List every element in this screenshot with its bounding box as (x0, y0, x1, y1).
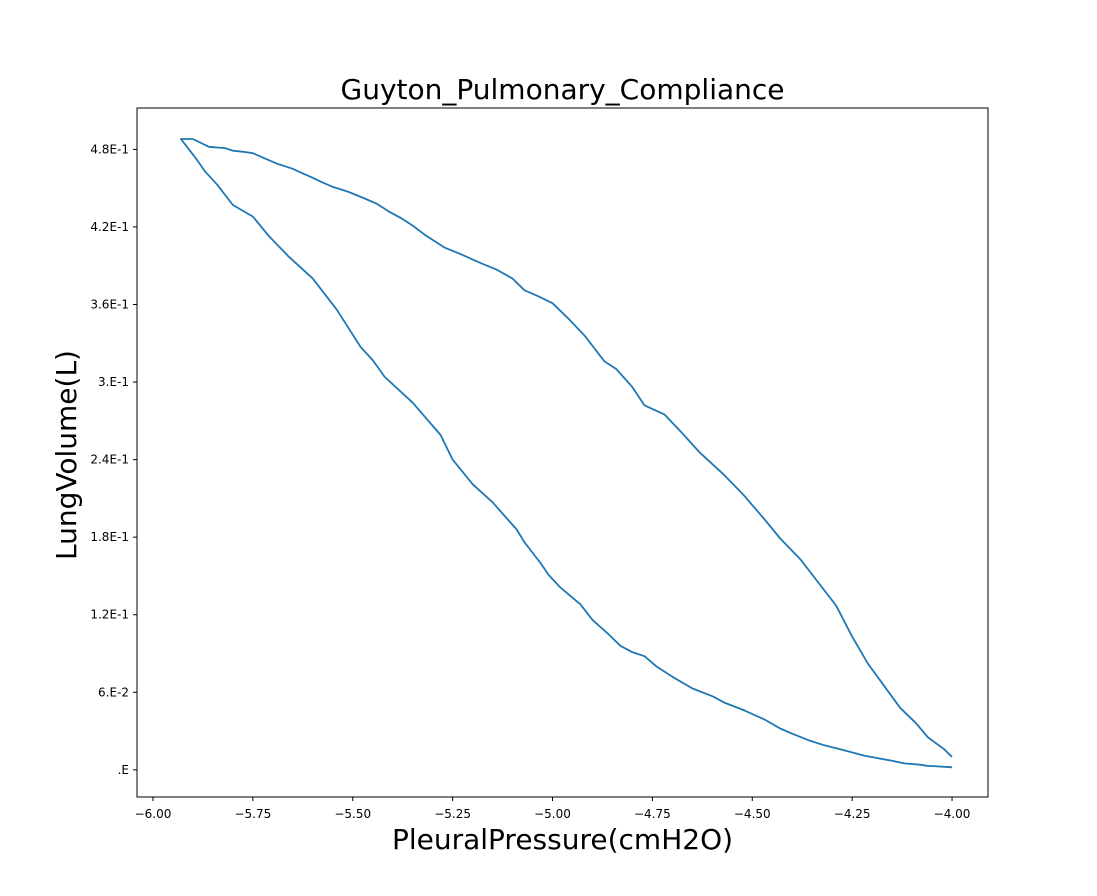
y-tick-label: 6.E-2 (98, 685, 129, 699)
y-tick-label: 1.8E-1 (90, 530, 129, 544)
y-tick-label: 2.4E-1 (90, 453, 129, 467)
y-tick-label: 3.E-1 (98, 375, 129, 389)
x-tick-label: −4.75 (634, 807, 671, 821)
x-tick-label: −4.00 (934, 807, 971, 821)
plot-frame (136, 107, 989, 798)
x-axis: −6.00 −5.75 −5.50 −5.25 −5.00 −4.75 −4.50 −4.25… (135, 797, 971, 821)
x-tick-label: −6.00 (135, 807, 172, 821)
x-tick-label: −4.25 (834, 807, 871, 821)
x-tick-label: −5.50 (334, 807, 371, 821)
x-axis-title: PleuralPressure(cmH2O) (392, 823, 733, 856)
y-axis: .E 6.E-2 1.2E-1 1.8E-1 2.4E-1 3.E-1 3.6E-1 4.2E… (90, 142, 137, 777)
x-tick-label: −5.00 (534, 807, 571, 821)
x-tick-label: −5.75 (234, 807, 271, 821)
series-line (180, 138, 953, 769)
y-axis-title: LungVolume(L) (50, 350, 83, 560)
chart-title: Guyton_Pulmonary_Compliance (341, 73, 785, 106)
y-tick-label: 4.2E-1 (90, 220, 129, 234)
plot-layer (180, 138, 953, 769)
y-tick-label: 1.2E-1 (90, 608, 129, 622)
y-tick-label: .E (118, 763, 129, 777)
y-tick-label: 4.8E-1 (90, 142, 129, 156)
x-tick-label: −5.25 (434, 807, 471, 821)
y-tick-label: 3.6E-1 (90, 297, 129, 311)
x-tick-label: −4.50 (734, 807, 771, 821)
